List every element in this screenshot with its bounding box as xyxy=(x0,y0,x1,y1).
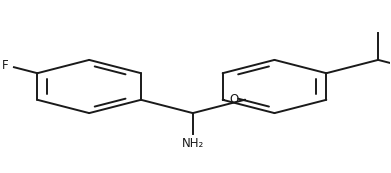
Text: O: O xyxy=(229,93,238,106)
Text: NH₂: NH₂ xyxy=(182,136,204,150)
Text: F: F xyxy=(2,59,8,72)
